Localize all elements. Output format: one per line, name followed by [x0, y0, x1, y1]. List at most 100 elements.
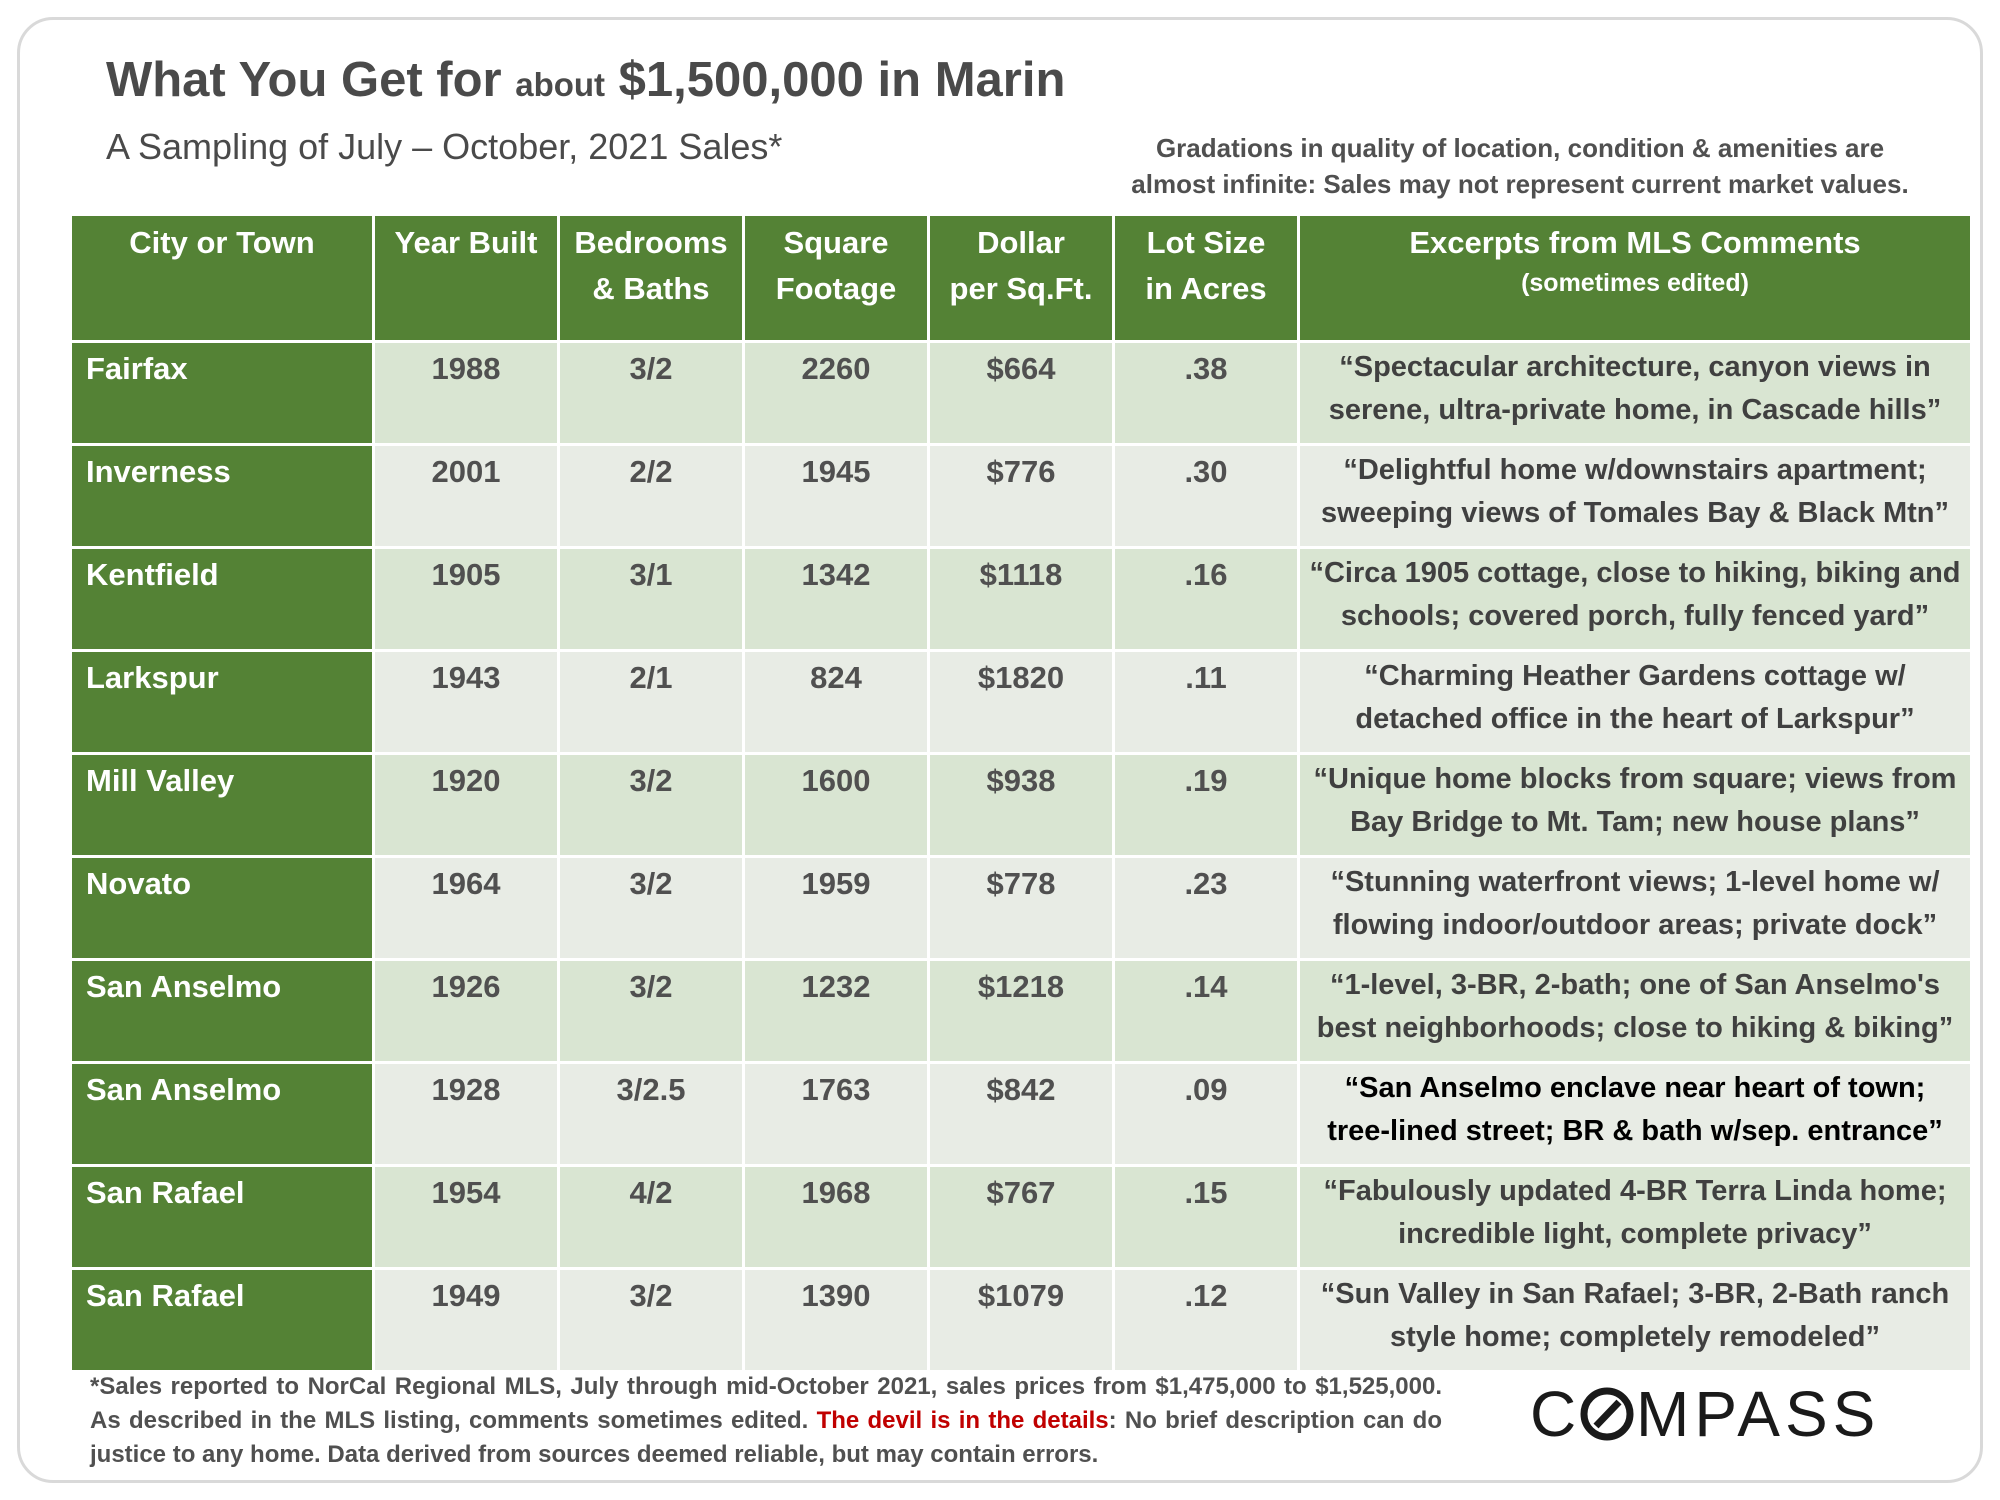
column-header-line2: & Baths [592, 271, 710, 306]
column-header-line2: in Acres [1145, 271, 1267, 306]
row-price-per-sqft: $1218 [930, 961, 1112, 1061]
column-header-beds-baths: Bedrooms & Baths [560, 216, 742, 340]
column-header-line1: Dollar [977, 225, 1065, 260]
row-beds-baths: 3/2 [560, 755, 742, 855]
column-header-line2: (sometimes edited) [1521, 269, 1749, 297]
row-city: Larkspur [72, 652, 372, 752]
row-year-built: 2001 [375, 446, 557, 546]
row-lot-size: .30 [1115, 446, 1297, 546]
column-header-year-built: Year Built [375, 216, 557, 340]
row-lot-size: .38 [1115, 343, 1297, 443]
row-beds-baths: 2/2 [560, 446, 742, 546]
comment-line-2: tree-lined street; BR & bath w/sep. entr… [1327, 1115, 1943, 1147]
comment-line-1: “Fabulously updated 4-BR Terra Linda hom… [1323, 1175, 1947, 1207]
row-price-per-sqft: $938 [930, 755, 1112, 855]
column-header-line1: Square [783, 225, 889, 260]
row-mls-comment: “Unique home blocks from square; views f… [1300, 755, 1970, 855]
row-mls-comment: “Charming Heather Gardens cottage w/deta… [1300, 652, 1970, 752]
comment-line-2: schools; covered porch, fully fenced yar… [1340, 600, 1930, 632]
column-header-price-per-sqft: Dollar per Sq.Ft. [930, 216, 1112, 340]
comment-line-1: “Unique home blocks from square; views f… [1313, 763, 1957, 795]
footnote-text-end: : No brief description can do justice to… [90, 1407, 1442, 1468]
row-square-footage: 1959 [745, 858, 927, 958]
row-year-built: 1949 [375, 1270, 557, 1370]
row-lot-size: .23 [1115, 858, 1297, 958]
row-city: San Rafael [72, 1167, 372, 1267]
footnote-text: *Sales reported to NorCal Regional MLS, … [90, 1373, 1442, 1434]
row-price-per-sqft: $778 [930, 858, 1112, 958]
column-header-city: City or Town [72, 216, 372, 340]
row-mls-comment: “Circa 1905 cottage, close to hiking, bi… [1300, 549, 1970, 649]
row-year-built: 1988 [375, 343, 557, 443]
comment-line-1: “1-level, 3-BR, 2-bath; one of San Ansel… [1329, 969, 1941, 1001]
comment-line-1: “Charming Heather Gardens cottage w/ [1364, 660, 1906, 692]
row-city: Kentfield [72, 549, 372, 649]
row-square-footage: 1232 [745, 961, 927, 1061]
row-lot-size: .19 [1115, 755, 1297, 855]
disclaimer: Gradations in quality of location, condi… [1080, 130, 1960, 202]
comment-line-2: best neighborhoods; close to hiking & bi… [1316, 1012, 1954, 1044]
row-mls-comment: “Delightful home w/downstairs apartment;… [1300, 446, 1970, 546]
comment-line-2: sweeping views of Tomales Bay & Black Mt… [1321, 497, 1949, 529]
comment-line-1: “Spectacular architecture, canyon views … [1339, 351, 1931, 383]
footnote: *Sales reported to NorCal Regional MLS, … [90, 1370, 1442, 1472]
column-header-line1: Bedrooms [574, 225, 728, 260]
row-year-built: 1926 [375, 961, 557, 1061]
row-beds-baths: 3/2.5 [560, 1064, 742, 1164]
column-header-mls-comments: Excerpts from MLS Comments (sometimes edi… [1300, 216, 1970, 340]
row-year-built: 1943 [375, 652, 557, 752]
title-about: about [515, 66, 606, 103]
row-price-per-sqft: $1079 [930, 1270, 1112, 1370]
row-year-built: 1905 [375, 549, 557, 649]
page-title: What You Get for about $1,500,000 in Mar… [106, 52, 1065, 108]
disclaimer-line-1: Gradations in quality of location, condi… [1155, 133, 1885, 163]
row-square-footage: 1390 [745, 1270, 927, 1370]
row-price-per-sqft: $842 [930, 1064, 1112, 1164]
compass-logo: COMPASS [1530, 1378, 1875, 1448]
comment-line-1: “Sun Valley in San Rafael; 3-BR, 2-Bath … [1320, 1278, 1950, 1310]
row-beds-baths: 3/2 [560, 858, 742, 958]
row-mls-comment: “San Anselmo enclave near heart of town;… [1300, 1064, 1970, 1164]
row-beds-baths: 3/2 [560, 961, 742, 1061]
row-city: San Anselmo [72, 1064, 372, 1164]
row-city: San Rafael [72, 1270, 372, 1370]
row-price-per-sqft: $664 [930, 343, 1112, 443]
row-price-per-sqft: $1118 [930, 549, 1112, 649]
comment-line-2: style home; completely remodeled” [1390, 1321, 1880, 1353]
sales-table: City or Town Year Built Bedrooms & Baths Squ… [72, 216, 1970, 1370]
comment-line-1: “Stunning waterfront views; 1-level home… [1330, 866, 1940, 898]
row-city: Inverness [72, 446, 372, 546]
row-square-footage: 1763 [745, 1064, 927, 1164]
row-lot-size: .09 [1115, 1064, 1297, 1164]
disclaimer-line-2: almost infinite: Sales may not represent… [1131, 169, 1909, 199]
comment-line-2: serene, ultra-private home, in Cascade h… [1328, 394, 1942, 426]
title-part1: What You Get for [106, 53, 516, 107]
comment-line-2: detached office in the heart of Larkspur… [1355, 703, 1915, 735]
column-header-square-footage: Square Footage [745, 216, 927, 340]
row-beds-baths: 2/1 [560, 652, 742, 752]
row-mls-comment: “Stunning waterfront views; 1-level home… [1300, 858, 1970, 958]
column-header-line2: Footage [775, 271, 897, 306]
row-lot-size: .14 [1115, 961, 1297, 1061]
column-header-lot-size: Lot Size in Acres [1115, 216, 1297, 340]
row-price-per-sqft: $1820 [930, 652, 1112, 752]
row-lot-size: .15 [1115, 1167, 1297, 1267]
row-lot-size: .11 [1115, 652, 1297, 752]
column-header-line1: Year Built [394, 225, 538, 260]
row-lot-size: .12 [1115, 1270, 1297, 1370]
row-mls-comment: “Spectacular architecture, canyon views … [1300, 343, 1970, 443]
column-header-line1: Lot Size [1146, 225, 1266, 260]
row-square-footage: 824 [745, 652, 927, 752]
row-lot-size: .16 [1115, 549, 1297, 649]
comment-line-2: flowing indoor/outdoor areas; private do… [1332, 909, 1938, 941]
column-header-line2: per Sq.Ft. [949, 271, 1093, 306]
row-price-per-sqft: $767 [930, 1167, 1112, 1267]
column-header-line1: Excerpts from MLS Comments [1409, 225, 1861, 260]
row-beds-baths: 3/2 [560, 1270, 742, 1370]
row-year-built: 1920 [375, 755, 557, 855]
column-header-line1: City or Town [129, 225, 315, 260]
row-year-built: 1928 [375, 1064, 557, 1164]
footnote-highlight: The devil is in the details [816, 1407, 1109, 1434]
comment-line-2: incredible light, complete privacy” [1398, 1218, 1872, 1250]
comment-line-2: Bay Bridge to Mt. Tam; new house plans” [1350, 806, 1920, 838]
